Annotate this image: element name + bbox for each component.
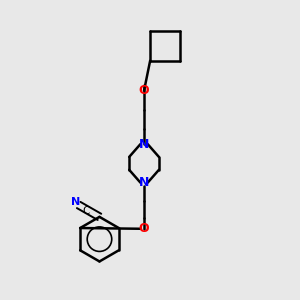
Text: O: O bbox=[139, 222, 149, 235]
Text: C: C bbox=[82, 206, 90, 216]
Text: O: O bbox=[139, 84, 149, 97]
Text: N: N bbox=[139, 138, 149, 151]
Text: N: N bbox=[71, 197, 80, 207]
Text: N: N bbox=[139, 176, 149, 189]
